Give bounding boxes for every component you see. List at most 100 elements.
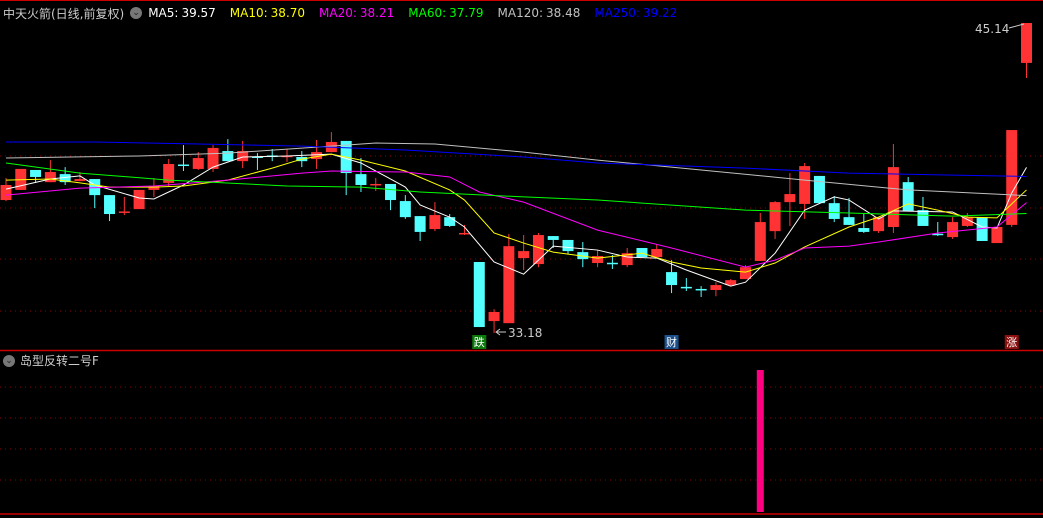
candle-body [30,169,42,177]
candle-body [651,249,663,258]
chevron-down-icon[interactable]: ⌄ [3,354,15,367]
candle-body [0,185,12,201]
candle-body [695,288,707,291]
candle-body [222,151,234,162]
min-price-label: 33.18 [508,326,542,340]
candle-body [355,174,367,186]
ma-line-ma10 [5,153,1027,273]
candle [237,140,249,169]
ma-value: 39.57 [181,6,216,20]
candle-body [385,183,397,201]
candle-body [237,151,249,162]
ma-legend-item: MA10: 38.70 [230,6,311,20]
candle-body [44,172,56,183]
arrow-icon [1008,23,1025,29]
candle-body [828,203,840,219]
signal-marker-bg [472,335,487,349]
candle [813,175,825,204]
candle [163,159,175,187]
candle [666,260,678,294]
candle-body [754,222,766,261]
candle [710,282,722,297]
candle-body [887,167,899,227]
ma-label: MA60: [408,6,447,20]
ma-label: MA10: [229,6,268,20]
candle [592,250,604,268]
candle-body [444,217,456,226]
candle-body [148,186,160,190]
candle-body [251,156,263,158]
candle [399,195,411,219]
top-border [0,0,1043,1]
candle-body [710,285,722,290]
candle-body [192,158,204,169]
candle [858,214,870,233]
ma-legend-item: MA60: 37.79 [408,6,489,20]
candle-body [163,164,175,183]
candle [651,244,663,259]
candle-body [207,147,219,169]
candle-body [592,256,604,264]
candle [251,153,263,170]
candle [991,226,1003,244]
candle [828,196,840,223]
candle-body [518,251,530,259]
signal-marker: 跌 [474,335,485,349]
ma-value: 38.70 [270,6,306,20]
candle-body [725,280,737,286]
signal-marker: 财 [666,335,677,349]
candle-body [562,239,574,252]
candle-body [104,195,116,215]
candle-body [606,262,618,265]
candle [636,247,648,258]
candle-body [976,217,988,241]
arrow-icon [495,328,501,336]
ma-legend: MA5: 39.57 MA10: 38.70 MA20: 38.21 MA60: 37.79 M… [148,6,691,20]
candle [518,235,530,271]
candle-body [680,286,692,289]
candle-body [311,152,323,160]
candle [429,202,441,232]
candle [355,158,367,192]
candle [473,261,485,328]
candle-body [532,235,544,265]
candle [843,197,855,225]
ma-line-ma120 [5,142,1027,197]
signal-marker-bg [664,335,679,349]
candle [414,216,426,241]
candle-body [503,246,515,324]
candle [104,195,116,222]
candle [532,232,544,268]
candle [133,189,145,210]
indicator-title: 岛型反转二号F [20,354,99,368]
candle-body [370,183,382,186]
ma-value: 37.79 [449,6,484,20]
ma-label: MA250: [594,6,640,20]
candle-body [902,182,914,211]
candle-body [414,216,426,232]
candle-body [932,233,944,236]
candle-body [488,312,500,322]
ma-legend-item: MA20: 38.21 [319,6,400,20]
candle [30,169,42,183]
chevron-down-icon[interactable]: ⌄ [130,7,143,19]
candle-body [59,174,71,183]
candle [873,217,885,233]
ma-line-ma250 [6,141,1027,177]
candle-body [858,228,870,232]
indicator-legend: ⌄ 岛型反转二号F [3,352,99,369]
candle [89,179,101,209]
candle-body [429,215,441,230]
candle-body [947,222,959,238]
signal-marker: 涨 [1006,336,1017,349]
candle [59,167,71,186]
candle-body [458,232,470,235]
candle [695,286,707,297]
candle-body [636,247,648,258]
candle-body [133,189,145,210]
max-price-label: 45.14 [975,22,1009,36]
candle [932,222,944,237]
candle [769,201,781,239]
candle [503,233,515,324]
